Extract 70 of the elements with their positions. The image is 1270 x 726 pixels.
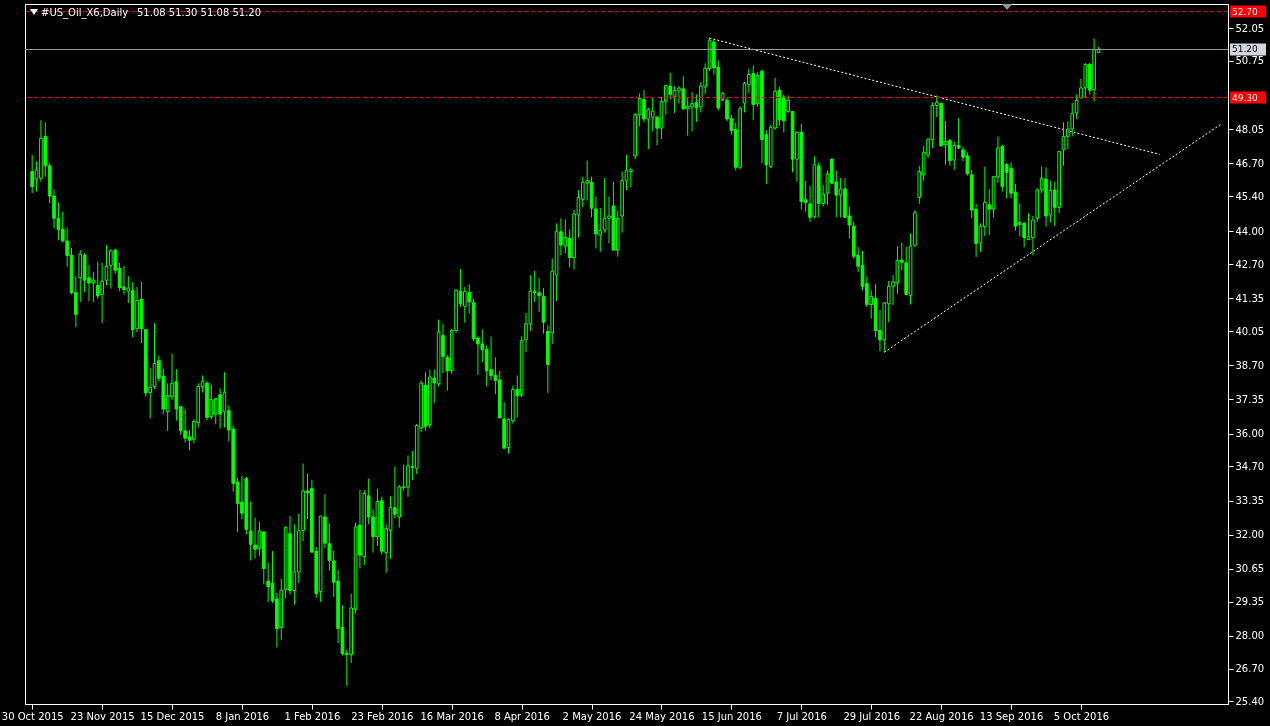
- y-tick-label: 52.05: [1235, 22, 1265, 34]
- candlestick: [122, 265, 126, 295]
- chart-subtitle: 51.08 51.30 51.08 51.20: [137, 7, 262, 18]
- x-tick-label: 23 Nov 2015: [70, 710, 135, 722]
- candlestick: [952, 140, 957, 171]
- candlestick: [253, 517, 257, 559]
- y-tick-label: 46.70: [1235, 157, 1265, 169]
- x-tick-label: 8 Jan 2016: [215, 710, 270, 722]
- y-tick-label: 29.35: [1235, 596, 1265, 608]
- candlestick: [30, 154, 35, 194]
- candlestick: [563, 218, 568, 254]
- x-tick-label: 7 Jul 2016: [776, 710, 827, 722]
- candlestick: [672, 85, 677, 114]
- candlestick: [668, 72, 673, 101]
- x-tick-label: 8 Apr 2016: [494, 710, 550, 722]
- candlestick: [222, 371, 227, 429]
- x-tick-label: 16 Mar 2016: [420, 710, 484, 722]
- candlestick: [91, 271, 96, 303]
- candlestick: [629, 167, 633, 188]
- candlestick: [100, 262, 104, 324]
- candlestick: [218, 387, 222, 430]
- x-tick-label: 30 Oct 2015: [1, 710, 64, 722]
- candlestick: [109, 248, 113, 290]
- x-tick-label: 24 May 2016: [629, 710, 695, 722]
- x-tick-label: 13 Sep 2016: [979, 710, 1044, 722]
- ref-line-label: 51.20: [1232, 44, 1259, 55]
- chart-title: #US_Oil_X6,Daily: [41, 7, 129, 19]
- candlestick: [489, 335, 493, 381]
- candlestick: [406, 455, 410, 498]
- candlestick: [152, 322, 157, 390]
- candlestick: [292, 523, 297, 606]
- candlestick: [965, 151, 970, 177]
- y-tick-label: 26.70: [1235, 663, 1265, 675]
- x-tick-label: 29 Jul 2016: [843, 710, 901, 722]
- candlestick: [838, 177, 843, 218]
- y-tick-label: 44.00: [1235, 225, 1265, 237]
- y-tick-label: 28.00: [1235, 630, 1265, 642]
- x-tick-label: 15 Dec 2015: [140, 710, 205, 722]
- candlestick: [948, 138, 952, 167]
- y-tick-label: 40.05: [1235, 325, 1265, 337]
- x-tick-label: 5 Oct 2016: [1053, 710, 1110, 722]
- candlestick: [183, 408, 187, 443]
- candlestick: [462, 286, 467, 324]
- candlestick: [681, 75, 686, 111]
- y-tick-label: 45.40: [1235, 190, 1265, 202]
- y-tick-label: 50.75: [1235, 55, 1265, 67]
- candlestick: [209, 384, 214, 420]
- y-tick-label: 48.05: [1235, 123, 1265, 135]
- candlestick: [690, 91, 694, 132]
- x-tick-label: 2 May 2016: [562, 710, 622, 722]
- y-tick-label: 36.00: [1235, 428, 1265, 440]
- x-tick-label: 1 Feb 2016: [284, 710, 341, 722]
- y-tick-label: 34.70: [1235, 460, 1265, 472]
- y-tick-label: 38.70: [1235, 359, 1265, 371]
- y-tick-label: 30.65: [1235, 563, 1265, 575]
- ref-line-label: 52.70: [1232, 6, 1259, 17]
- x-tick-label: 22 Aug 2016: [909, 710, 974, 722]
- candlestick: [213, 397, 218, 425]
- y-tick-label: 32.00: [1235, 529, 1265, 541]
- y-tick-label: 41.35: [1235, 292, 1265, 304]
- x-tick-label: 15 Jun 2016: [701, 710, 762, 722]
- x-tick-label: 23 Feb 2016: [351, 710, 414, 722]
- y-tick-label: 25.40: [1235, 695, 1265, 707]
- y-tick-label: 37.35: [1235, 393, 1265, 405]
- y-tick-label: 33.35: [1235, 495, 1265, 507]
- ref-line-label: 49.30: [1232, 92, 1259, 103]
- candlestick: [642, 89, 646, 123]
- y-tick-label: 42.70: [1235, 258, 1265, 270]
- candlestick: [248, 501, 253, 561]
- candlestick: [1083, 62, 1088, 98]
